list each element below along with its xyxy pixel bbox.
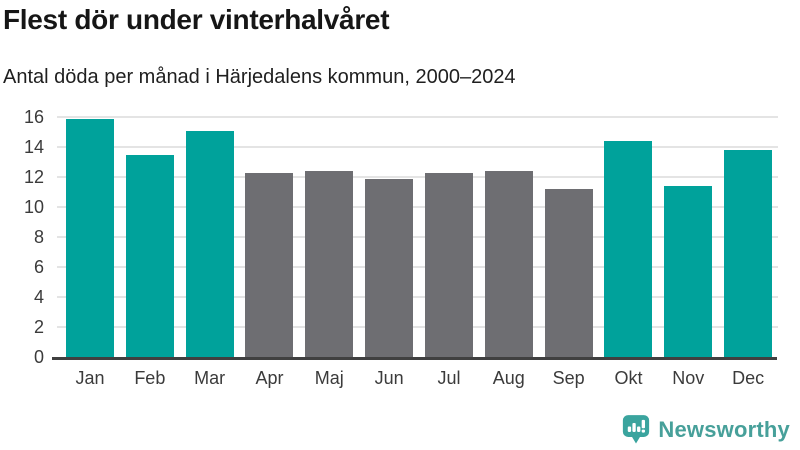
x-axis-label-jun: Jun <box>374 368 404 388</box>
x-axis-label-jan: Jan <box>75 368 105 388</box>
bar-jun <box>365 178 414 357</box>
y-axis-tick-label: 6 <box>33 257 44 277</box>
gridline <box>57 296 778 298</box>
bar-maj <box>305 171 354 357</box>
y-axis-tick-label: 8 <box>33 227 44 247</box>
bar-okt <box>604 141 653 357</box>
chart-subtitle: Antal döda per månad i Härjedalens kommu… <box>3 66 516 88</box>
y-axis-tick-label: 0 <box>33 347 44 367</box>
bar-jul <box>424 172 473 357</box>
bar-dec <box>724 150 773 357</box>
y-axis-tick-label: 4 <box>33 287 44 307</box>
x-axis-label-apr: Apr <box>255 368 284 388</box>
bar-chart-speech-bubble-icon <box>622 414 650 445</box>
bar-sep <box>544 189 593 357</box>
x-axis-label-dec: Dec <box>732 368 765 388</box>
y-axis-tick-label: 14 <box>23 137 44 157</box>
gridline <box>57 176 778 178</box>
gridline <box>57 236 778 238</box>
gridline <box>57 146 778 148</box>
bar-apr <box>245 172 294 357</box>
bar-nov <box>664 186 713 357</box>
gridline <box>57 266 778 268</box>
y-axis-tick-label: 12 <box>23 167 44 187</box>
y-axis-tick-label: 16 <box>23 107 44 127</box>
x-axis-label-okt: Okt <box>614 368 643 388</box>
x-axis-label-feb: Feb <box>134 368 166 388</box>
x-axis-label-sep: Sep <box>552 368 585 388</box>
x-axis-line <box>52 357 777 360</box>
newsworthy-logo[interactable]: Newsworthy <box>622 414 790 445</box>
gridline <box>57 206 778 208</box>
newsworthy-logo-text: Newsworthy <box>658 416 790 442</box>
gridline <box>57 326 778 328</box>
x-axis-label-mar: Mar <box>194 368 226 388</box>
y-axis-tick-label: 2 <box>33 317 44 337</box>
bar-aug <box>484 171 533 357</box>
y-axis-tick-label: 10 <box>23 197 44 217</box>
chart-title: Flest dör under vinterhalvåret <box>3 4 390 35</box>
x-axis-label-jul: Jul <box>437 368 461 388</box>
bar-mar <box>185 130 234 357</box>
x-axis-label-aug: Aug <box>492 368 525 388</box>
x-axis-label-nov: Nov <box>672 368 705 388</box>
bar-feb <box>125 154 174 357</box>
bar-jan <box>66 118 114 357</box>
gridline <box>57 116 778 118</box>
x-axis-label-maj: Maj <box>314 368 344 388</box>
